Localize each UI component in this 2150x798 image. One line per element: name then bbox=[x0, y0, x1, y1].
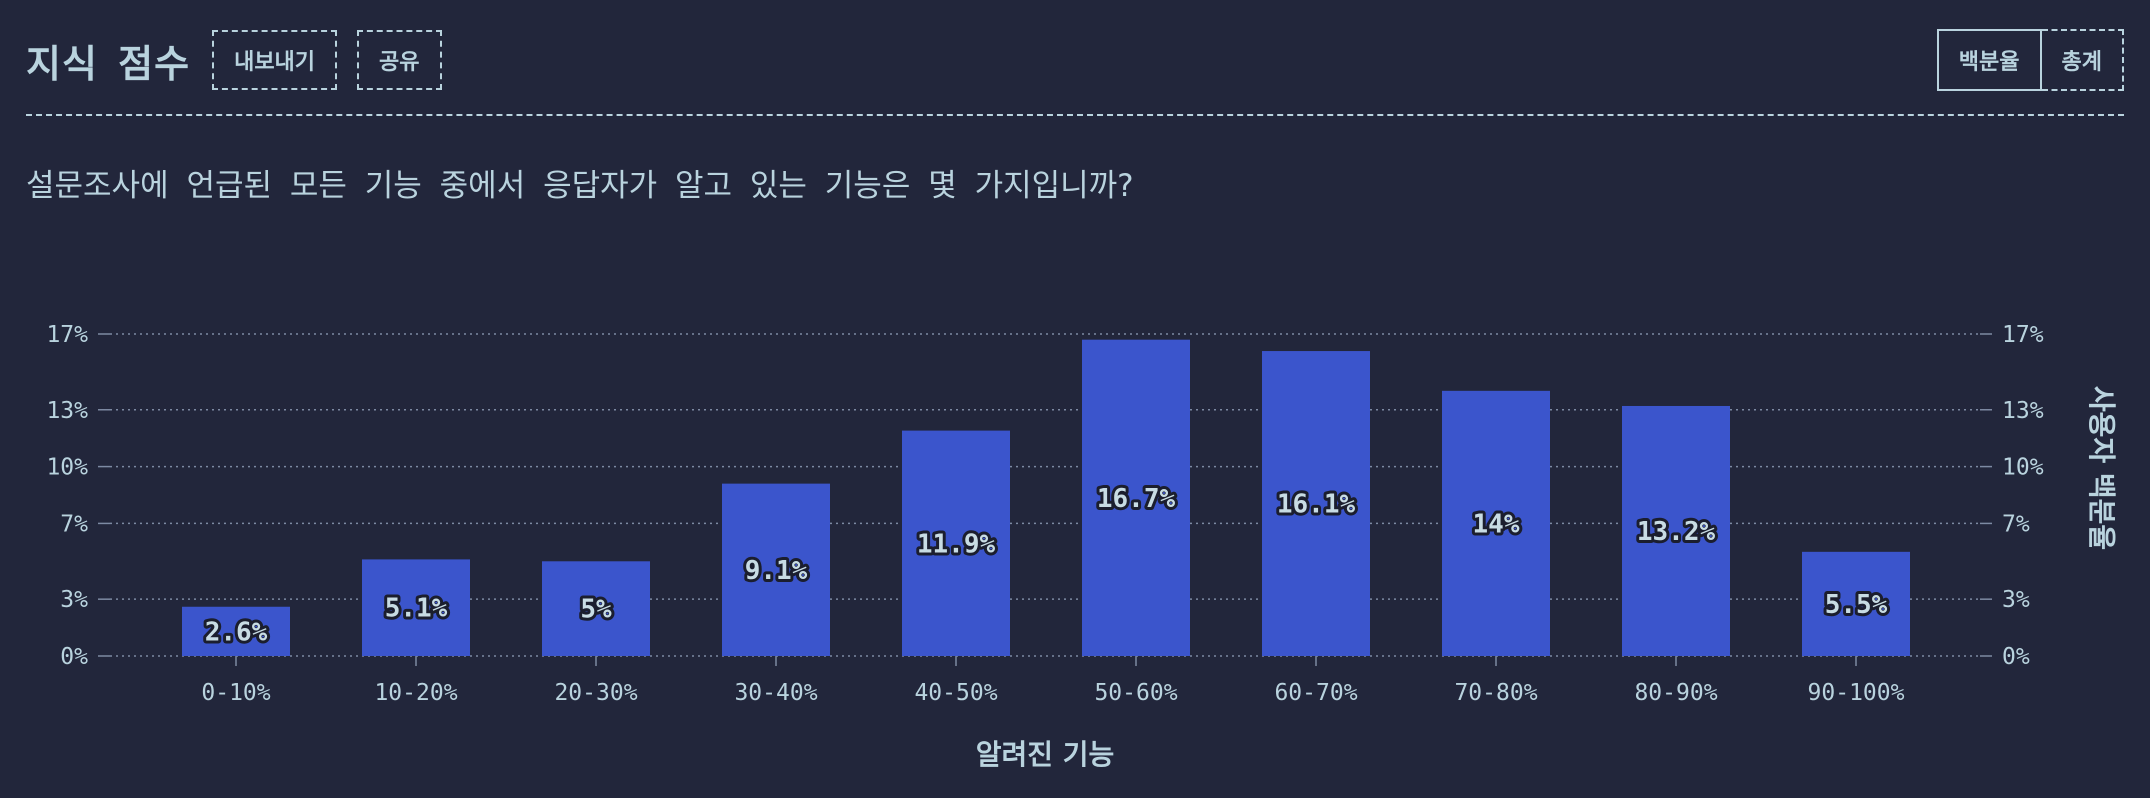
view-toggle: 백분율 총계 bbox=[1936, 29, 2124, 91]
header-divider bbox=[26, 114, 2124, 116]
y-tick-label-right: 7% bbox=[2002, 511, 2030, 537]
y-tick-label: 7% bbox=[60, 511, 88, 537]
y-tick-label: 10% bbox=[46, 455, 88, 481]
percent-toggle-button[interactable]: 백분율 bbox=[1936, 29, 2042, 91]
y-tick-label-right: 17% bbox=[2002, 322, 2044, 348]
x-tick-label: 30-40% bbox=[734, 680, 817, 706]
x-tick-label: 50-60% bbox=[1094, 680, 1177, 706]
x-tick-label: 0-10% bbox=[201, 680, 270, 706]
bar-value-label: 16.7% bbox=[1097, 484, 1176, 514]
bar bbox=[542, 561, 650, 656]
x-tick-label: 80-90% bbox=[1634, 680, 1717, 706]
y-tick-label: 0% bbox=[60, 644, 88, 670]
y-tick-label-right: 3% bbox=[2002, 587, 2030, 613]
y-axis-title: 사용자 백분율 bbox=[2085, 386, 2118, 550]
bar bbox=[1262, 351, 1370, 656]
y-tick-label: 13% bbox=[46, 398, 88, 424]
export-button[interactable]: 내보내기 bbox=[212, 30, 338, 90]
bar-value-label: 13.2% bbox=[1637, 517, 1716, 547]
x-tick-label: 20-30% bbox=[554, 680, 637, 706]
x-tick-label: 70-80% bbox=[1454, 680, 1537, 706]
x-tick-label: 40-50% bbox=[914, 680, 997, 706]
y-tick-label-right: 0% bbox=[2002, 644, 2030, 670]
bar bbox=[362, 559, 470, 656]
x-axis-title: 알려진 기능 bbox=[976, 738, 1115, 771]
bar-value-label: 9.1% bbox=[745, 556, 808, 586]
bar bbox=[1802, 551, 1910, 656]
bar bbox=[182, 606, 290, 656]
x-tick-label: 60-70% bbox=[1274, 680, 1357, 706]
page-title: 지식 점수 bbox=[26, 41, 191, 86]
bar bbox=[1622, 405, 1730, 656]
bar-value-label: 11.9% bbox=[917, 529, 996, 559]
y-tick-label: 17% bbox=[46, 322, 88, 348]
bar-value-label: 5.5% bbox=[1825, 590, 1888, 620]
bar-value-label: 5% bbox=[580, 595, 612, 625]
header: 지식 점수 내보내기 공유 백분율 총계 bbox=[26, 28, 2124, 92]
x-tick-label: 10-20% bbox=[374, 680, 457, 706]
bar bbox=[902, 430, 1010, 656]
bar-value-label: 14% bbox=[1473, 509, 1520, 539]
y-tick-label: 3% bbox=[60, 587, 88, 613]
total-toggle-button[interactable]: 총계 bbox=[2041, 29, 2124, 91]
bar-value-label: 2.6% bbox=[205, 617, 268, 647]
bar bbox=[1082, 339, 1190, 656]
bar-value-label: 16.1% bbox=[1277, 490, 1356, 520]
y-tick-label-right: 10% bbox=[2002, 455, 2044, 481]
share-button[interactable]: 공유 bbox=[357, 30, 442, 90]
bar bbox=[1442, 390, 1550, 656]
x-tick-label: 90-100% bbox=[1808, 680, 1905, 706]
bar-value-label: 5.1% bbox=[385, 594, 448, 624]
survey-question: 설문조사에 언급된 모든 기능 중에서 응답자가 알고 있는 기능은 몇 가지입… bbox=[26, 168, 1134, 204]
bar bbox=[722, 483, 830, 656]
y-tick-label-right: 13% bbox=[2002, 398, 2044, 424]
